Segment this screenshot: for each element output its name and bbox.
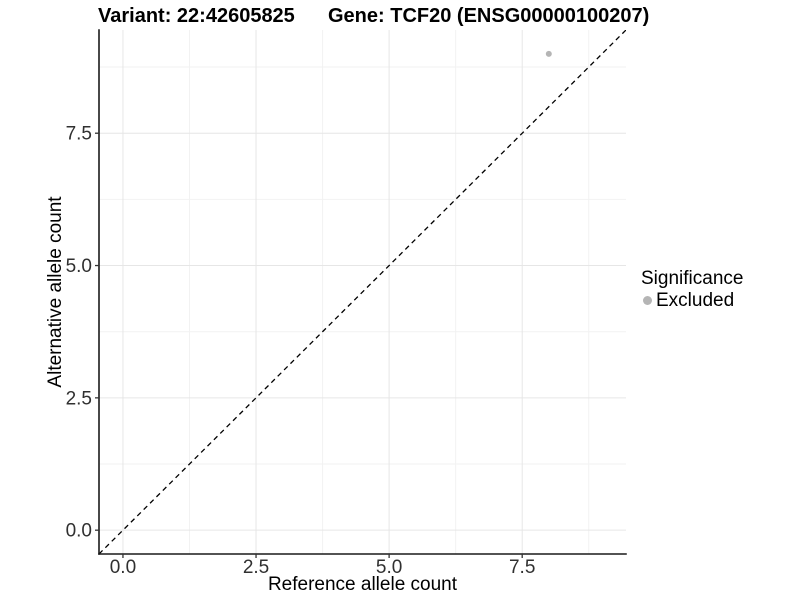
grid-minor xyxy=(99,30,626,554)
svg-text:7.5: 7.5 xyxy=(66,124,92,145)
svg-text:2.5: 2.5 xyxy=(243,557,269,578)
grid-major xyxy=(99,30,626,554)
legend-key-dot-icon xyxy=(643,296,652,305)
svg-text:5.0: 5.0 xyxy=(376,557,402,578)
svg-text:5.0: 5.0 xyxy=(66,256,92,277)
legend-item-label: Excluded xyxy=(656,290,735,311)
identity-reference-line xyxy=(99,30,626,554)
x-tick-labels: 0.0 2.5 5.0 7.5 xyxy=(110,557,536,578)
series-excluded xyxy=(545,50,552,57)
axis-lines xyxy=(98,29,627,555)
plot-title-gene: Gene: TCF20 (ENSG00000100207) xyxy=(328,5,650,27)
legend: Significance Excluded xyxy=(641,269,743,310)
svg-text:7.5: 7.5 xyxy=(509,557,535,578)
x-axis-title: Reference allele count xyxy=(268,574,458,595)
svg-text:0.0: 0.0 xyxy=(66,521,92,542)
y-axis-title: Alternative allele count xyxy=(45,196,66,388)
data-point xyxy=(545,50,552,57)
y-tick-labels: 0.0 2.5 5.0 7.5 xyxy=(66,124,92,542)
plot-title-variant: Variant: 22:42605825 xyxy=(98,5,295,27)
legend-item-excluded: Excluded xyxy=(641,291,743,310)
svg-text:2.5: 2.5 xyxy=(66,388,92,409)
tick-marks xyxy=(95,132,523,558)
legend-title: Significance xyxy=(641,268,744,289)
svg-text:0.0: 0.0 xyxy=(110,557,136,578)
